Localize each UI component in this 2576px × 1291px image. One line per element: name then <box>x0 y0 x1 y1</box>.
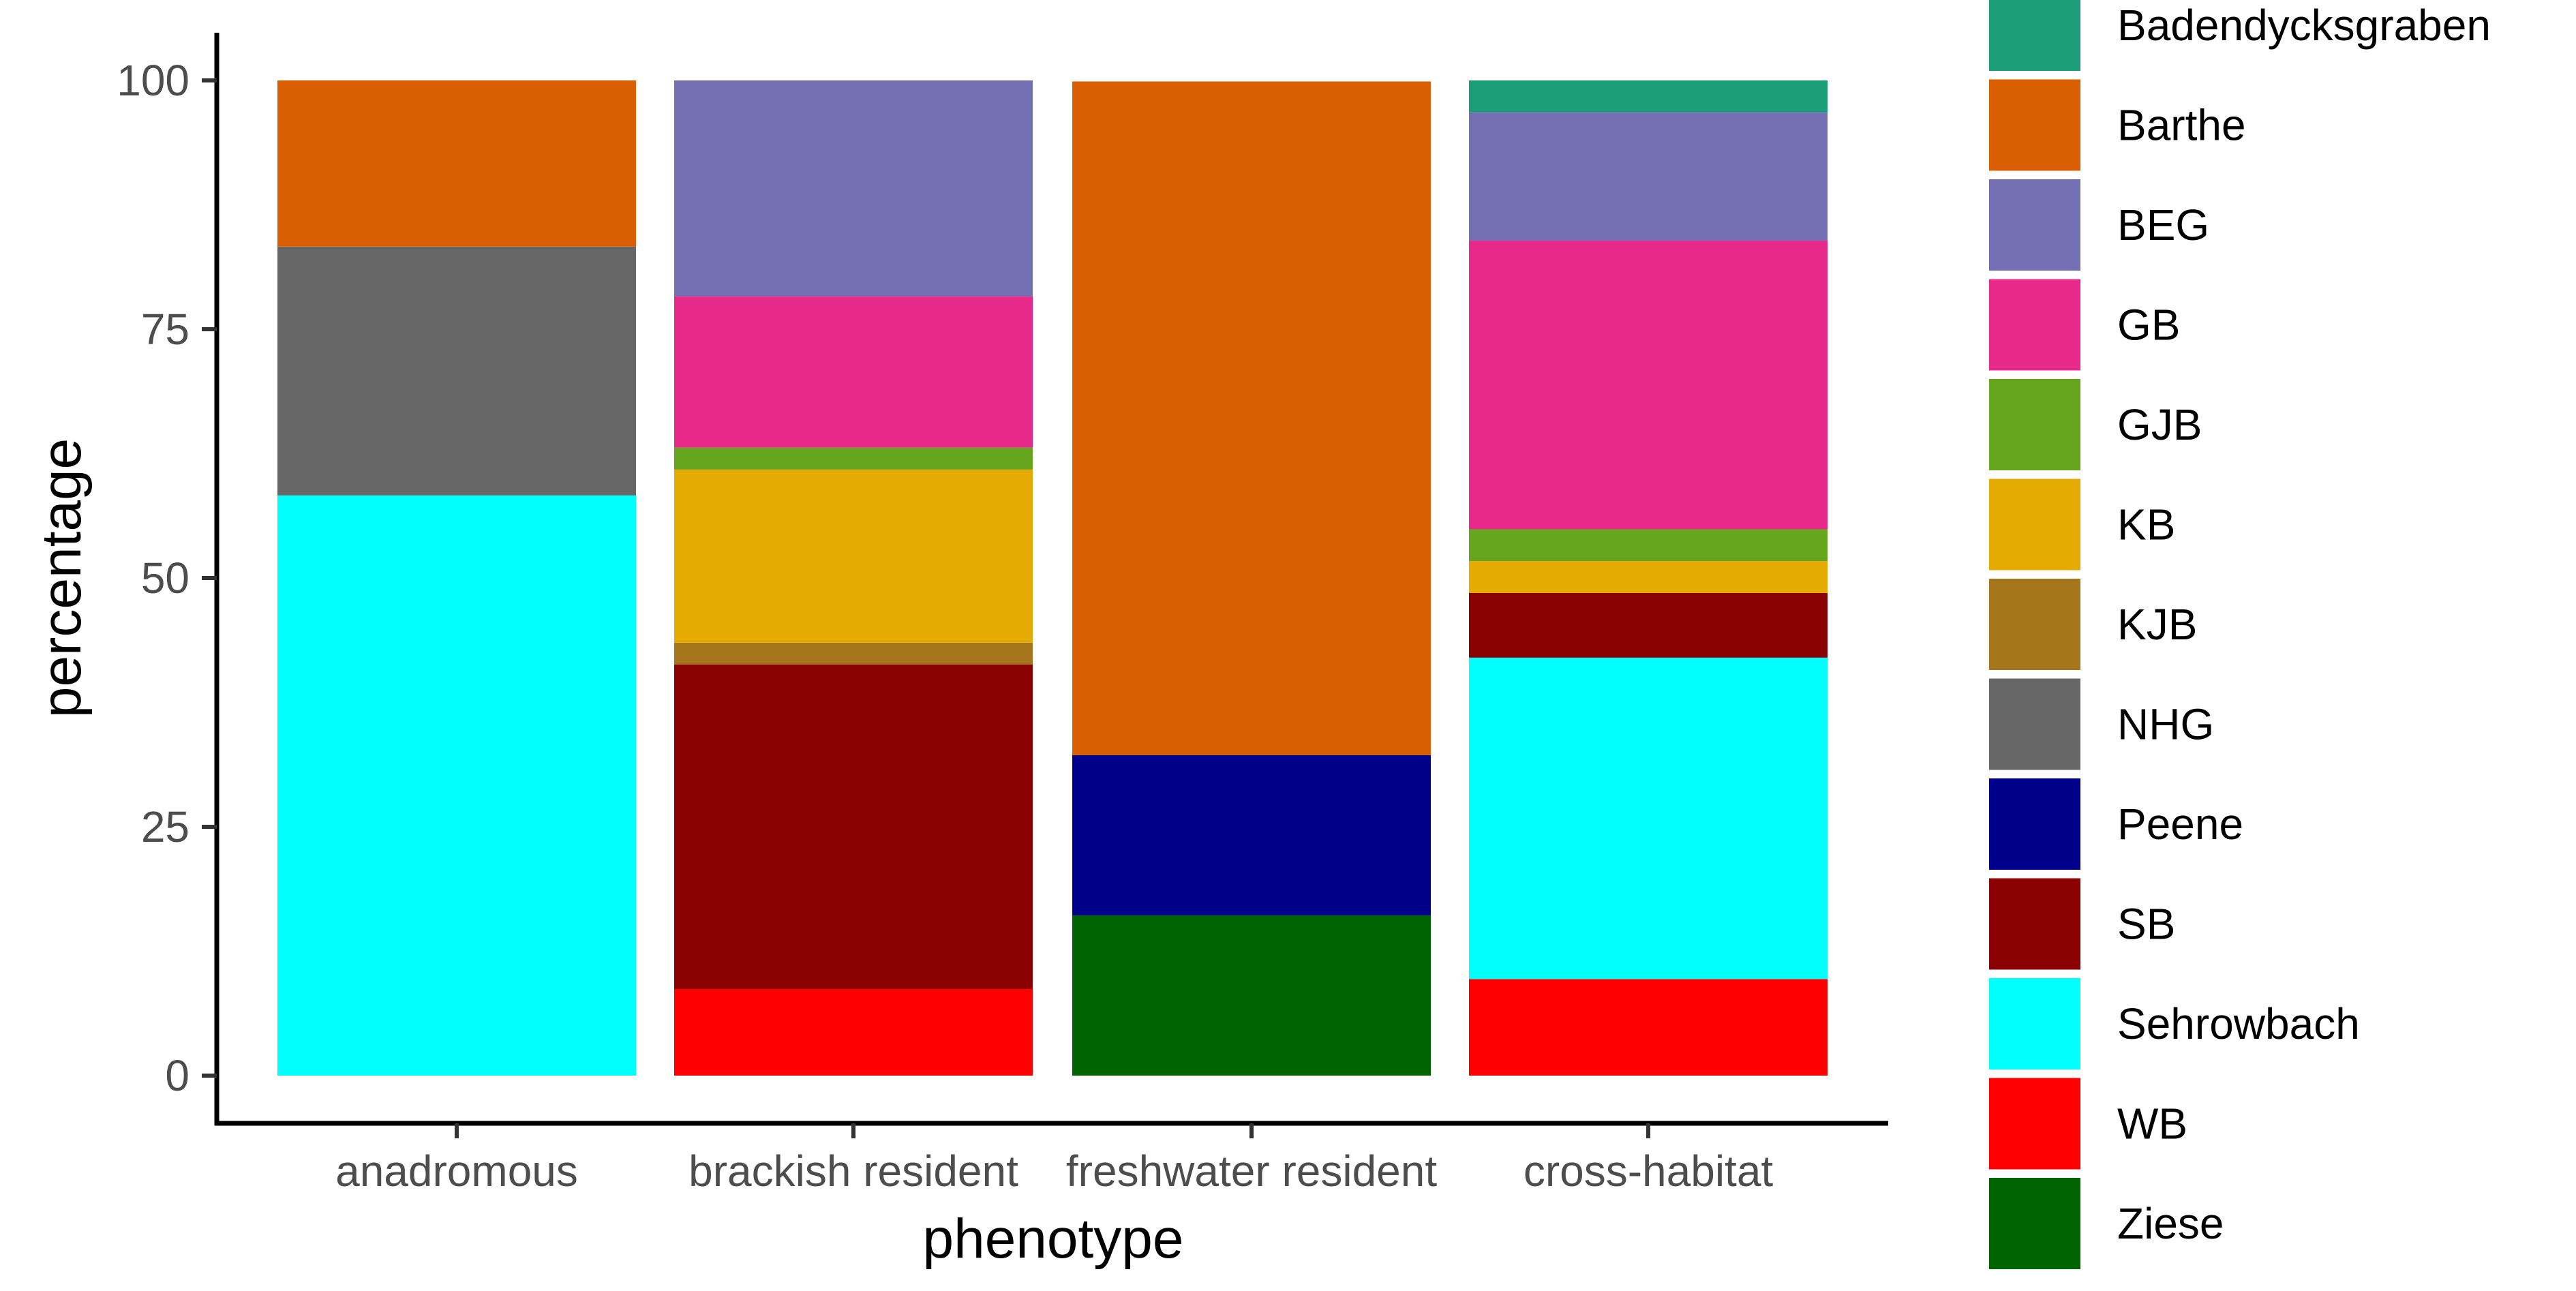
bar-segment-anadromous-sehrowbach <box>277 495 636 1076</box>
bar-segment-anadromous-nhg <box>277 246 636 496</box>
y-tick-label-50: 50 <box>141 553 190 603</box>
bar-segment-freshwater-resident-ziese <box>1072 915 1431 1076</box>
bar-segment-freshwater-resident-peene <box>1072 755 1431 915</box>
bar-segment-brackish-resident-beg <box>674 80 1033 297</box>
legend-label-kjb: KJB <box>2117 600 2197 649</box>
legend-key-wb <box>1989 1078 2080 1170</box>
bar-segment-cross-habitat-badendycksgraben <box>1469 80 1828 112</box>
bar-segment-brackish-resident-wb <box>674 988 1033 1076</box>
axes: 0 25 50 75 100 anadromous brackish resident fre… <box>117 33 1888 1196</box>
legend-key-ziese <box>1989 1178 2080 1269</box>
legend-label-kb: KB <box>2117 500 2175 549</box>
legend-key-gjb <box>1989 379 2080 470</box>
legend-key-kjb <box>1989 579 2080 670</box>
bar-segment-brackish-resident-kjb <box>674 642 1033 665</box>
x-axis-title: phenotype <box>922 1208 1183 1270</box>
bar-segment-cross-habitat-gjb <box>1469 529 1828 562</box>
legend-key-nhg <box>1989 678 2080 770</box>
legend: Badendycksgraben Barthe BEG GB GJB KB KJB NHG Pe… <box>1989 0 2491 1269</box>
legend-key-beg <box>1989 179 2080 271</box>
legend-label-barthe: Barthe <box>2117 101 2246 150</box>
legend-key-gb <box>1989 279 2080 371</box>
bar-segment-brackish-resident-kb <box>674 469 1033 643</box>
legend-label-wb: WB <box>2117 1099 2187 1149</box>
legend-label-beg: BEG <box>2117 200 2209 249</box>
legend-label-ziese: Ziese <box>2117 1199 2224 1248</box>
bar-segment-brackish-resident-gb <box>674 296 1033 448</box>
y-axis-title: percentage <box>31 438 93 718</box>
legend-label-peene: Peene <box>2117 800 2243 849</box>
legend-key-sb <box>1989 878 2080 970</box>
bar-segment-freshwater-resident-barthe <box>1072 81 1431 755</box>
y-tick-label-25: 25 <box>141 802 190 851</box>
x-tick-label-anadromous: anadromous <box>335 1146 578 1196</box>
bar-segment-cross-habitat-sb <box>1469 592 1828 658</box>
x-tick-label-cross-habitat: cross-habitat <box>1524 1146 1774 1196</box>
legend-key-badendycksgraben <box>1989 0 2080 71</box>
y-tick-label-75: 75 <box>141 305 190 354</box>
legend-label-gjb: GJB <box>2117 400 2202 449</box>
y-tick-label-0: 0 <box>165 1051 190 1100</box>
y-tick-label-100: 100 <box>117 56 190 105</box>
bar-segment-anadromous-barthe <box>277 80 636 247</box>
bar-segment-cross-habitat-beg <box>1469 112 1828 241</box>
legend-label-nhg: NHG <box>2117 700 2214 749</box>
legend-key-kb <box>1989 479 2080 571</box>
bar-segment-cross-habitat-gb <box>1469 241 1828 530</box>
legend-label-sehrowbach: Sehrowbach <box>2117 999 2360 1048</box>
bar-segment-cross-habitat-wb <box>1469 979 1828 1076</box>
legend-key-sehrowbach <box>1989 978 2080 1069</box>
plot-area <box>277 80 1828 1076</box>
legend-label-sb: SB <box>2117 900 2175 949</box>
bar-segment-cross-habitat-sehrowbach <box>1469 657 1828 979</box>
legend-key-peene <box>1989 778 2080 870</box>
bar-segment-brackish-resident-gjb <box>674 447 1033 470</box>
bar-segment-brackish-resident-sb <box>674 665 1033 989</box>
x-tick-label-freshwater-resident: freshwater resident <box>1066 1146 1437 1196</box>
legend-label-badendycksgraben: Badendycksgraben <box>2117 1 2491 50</box>
legend-label-gb: GB <box>2117 301 2180 350</box>
bar-segment-cross-habitat-kb <box>1469 561 1828 593</box>
x-tick-label-brackish-resident: brackish resident <box>688 1146 1018 1196</box>
legend-key-barthe <box>1989 79 2080 171</box>
